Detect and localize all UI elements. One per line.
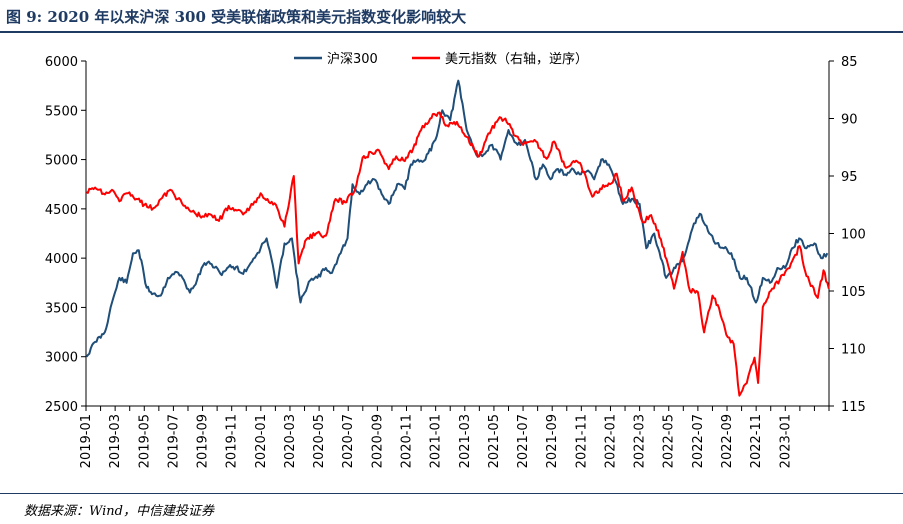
x-tick-label: 2020-03 <box>283 414 298 468</box>
x-tick-label: 2021-05 <box>487 414 502 468</box>
x-tick-label: 2019-11 <box>225 414 240 468</box>
footer-rule <box>0 493 903 494</box>
x-tick-label: 2020-09 <box>370 414 385 468</box>
y-right-tick-label: 105 <box>841 285 866 300</box>
y-right-tick-label: 90 <box>841 113 858 128</box>
y-right-tick-label: 85 <box>841 55 858 70</box>
page-title: 图 9: 2020 年以来沪深 300 受美联储政策和美元指数变化影响较大 <box>6 8 467 26</box>
y-left-tick-label: 2500 <box>45 400 78 415</box>
y-right-tick-label: 95 <box>841 170 858 185</box>
x-tick-label: 2020-05 <box>312 414 327 468</box>
x-tick-label: 2021-07 <box>516 414 531 468</box>
y-right-tick-label: 100 <box>841 228 866 243</box>
x-tick-label: 2021-01 <box>429 414 444 468</box>
x-tick-label: 2022-11 <box>749 414 764 468</box>
x-tick-label: 2021-09 <box>545 414 560 468</box>
x-tick-label: 2019-09 <box>196 414 211 468</box>
x-tick-label: 2020-07 <box>341 414 356 468</box>
x-tick-label: 2019-01 <box>79 414 94 468</box>
x-tick-label: 2019-05 <box>137 414 152 468</box>
x-tick-label: 2019-03 <box>108 414 123 468</box>
y-left-tick-label: 6000 <box>45 55 78 70</box>
y-left-tick-label: 3000 <box>45 351 78 366</box>
y-left-tick-label: 5000 <box>45 154 78 169</box>
y-left-tick-label: 3500 <box>45 301 78 316</box>
series-line-dollar-index <box>86 111 830 397</box>
series-line-csi300 <box>85 79 829 358</box>
y-left-tick-label: 5500 <box>45 104 78 119</box>
x-tick-label: 2023-01 <box>778 414 793 468</box>
y-left-tick-label: 4500 <box>45 203 78 218</box>
source-note: 数据来源：Wind，中信建投证券 <box>24 504 214 519</box>
x-tick-label: 2022-01 <box>603 414 618 468</box>
x-tick-label: 2022-09 <box>720 414 735 468</box>
legend-label: 美元指数（右轴，逆序） <box>445 51 588 67</box>
title-rule <box>0 31 903 33</box>
x-tick-label: 2022-07 <box>691 414 706 468</box>
y-right-tick-label: 115 <box>841 400 866 415</box>
x-tick-label: 2021-03 <box>458 414 473 468</box>
legend-label: 沪深300 <box>327 51 378 67</box>
x-tick-label: 2019-07 <box>166 414 181 468</box>
x-tick-label: 2021-11 <box>574 414 589 468</box>
x-tick-label: 2022-05 <box>662 414 677 468</box>
x-tick-label: 2020-01 <box>254 414 269 468</box>
x-tick-label: 2020-11 <box>400 414 415 468</box>
y-right-tick-label: 110 <box>841 343 866 358</box>
x-tick-label: 2022-03 <box>633 414 648 468</box>
y-left-tick-label: 4000 <box>45 252 78 267</box>
